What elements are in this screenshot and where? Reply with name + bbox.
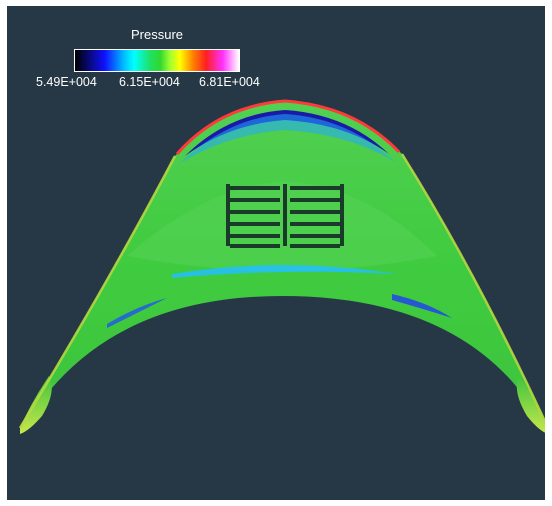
legend-tick-mid: 6.15E+004 — [119, 75, 180, 89]
pressure-low-band-lower-right — [392, 294, 452, 318]
pressure-region-inner-band — [127, 181, 437, 271]
render-viewport[interactable]: Pressure 5.49E+004 6.15E+004 6.81E+004 — [7, 6, 545, 500]
pressure-low-band-lower — [172, 265, 397, 278]
pressure-high-rim — [175, 99, 401, 155]
pressure-rim-edge-right — [400, 153, 545, 425]
legend-title: Pressure — [130, 27, 184, 42]
pressure-region-right-tip — [516, 376, 545, 433]
pressure-low-band-top — [185, 110, 389, 156]
legend-tick-min: 5.49E+004 — [36, 75, 97, 89]
pressure-rim-edge-left — [18, 155, 177, 429]
colorbar — [74, 49, 240, 72]
central-structure — [226, 184, 344, 248]
pressure-low-halo-top — [179, 114, 395, 164]
pressure-low-band-lower-left — [107, 298, 167, 328]
legend-tick-max: 6.81E+004 — [199, 75, 260, 89]
pressure-field-plot — [18, 99, 545, 434]
